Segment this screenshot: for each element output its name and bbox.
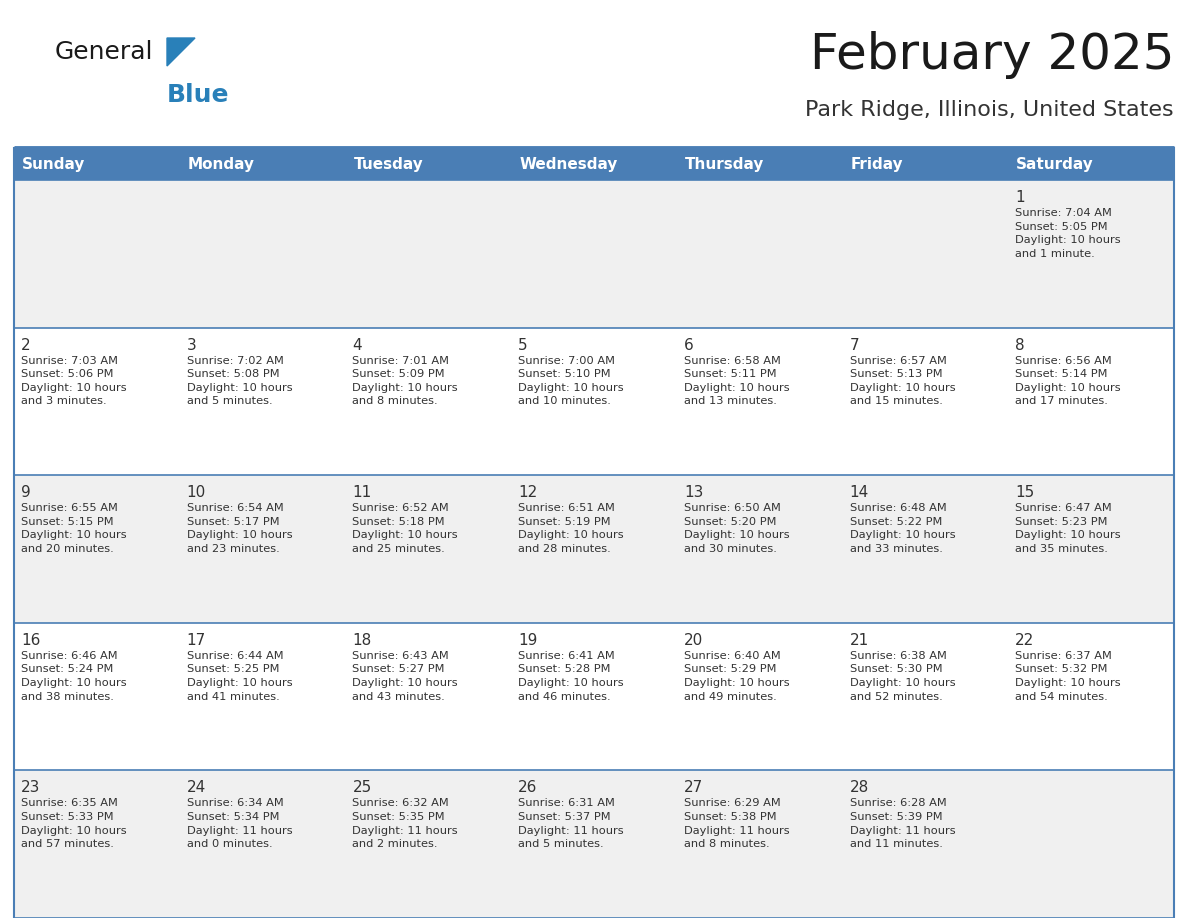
Text: Wednesday: Wednesday <box>519 156 618 172</box>
Text: Sunrise: 6:37 AM
Sunset: 5:32 PM
Daylight: 10 hours
and 54 minutes.: Sunrise: 6:37 AM Sunset: 5:32 PM Dayligh… <box>1016 651 1121 701</box>
Text: Sunrise: 6:54 AM
Sunset: 5:17 PM
Daylight: 10 hours
and 23 minutes.: Sunrise: 6:54 AM Sunset: 5:17 PM Dayligh… <box>187 503 292 554</box>
Text: Sunrise: 6:29 AM
Sunset: 5:38 PM
Daylight: 11 hours
and 8 minutes.: Sunrise: 6:29 AM Sunset: 5:38 PM Dayligh… <box>684 799 790 849</box>
Text: February 2025: February 2025 <box>809 31 1174 79</box>
Text: Tuesday: Tuesday <box>353 156 423 172</box>
Bar <box>1009 148 1174 180</box>
Text: Friday: Friday <box>851 156 903 172</box>
Text: Sunrise: 6:41 AM
Sunset: 5:28 PM
Daylight: 10 hours
and 46 minutes.: Sunrise: 6:41 AM Sunset: 5:28 PM Dayligh… <box>518 651 624 701</box>
Text: Sunrise: 6:31 AM
Sunset: 5:37 PM
Daylight: 11 hours
and 5 minutes.: Sunrise: 6:31 AM Sunset: 5:37 PM Dayligh… <box>518 799 624 849</box>
Text: 3: 3 <box>187 338 196 353</box>
Bar <box>14 770 1174 918</box>
Text: Sunrise: 6:47 AM
Sunset: 5:23 PM
Daylight: 10 hours
and 35 minutes.: Sunrise: 6:47 AM Sunset: 5:23 PM Dayligh… <box>1016 503 1121 554</box>
Text: General: General <box>55 40 153 64</box>
Text: Sunrise: 6:40 AM
Sunset: 5:29 PM
Daylight: 10 hours
and 49 minutes.: Sunrise: 6:40 AM Sunset: 5:29 PM Dayligh… <box>684 651 790 701</box>
Text: 18: 18 <box>353 633 372 648</box>
Bar <box>14 180 1174 328</box>
Text: 7: 7 <box>849 338 859 353</box>
Bar <box>179 148 346 180</box>
Bar <box>14 148 179 180</box>
Text: Sunrise: 7:03 AM
Sunset: 5:06 PM
Daylight: 10 hours
and 3 minutes.: Sunrise: 7:03 AM Sunset: 5:06 PM Dayligh… <box>21 355 127 407</box>
Bar <box>511 148 677 180</box>
Text: Sunrise: 7:01 AM
Sunset: 5:09 PM
Daylight: 10 hours
and 8 minutes.: Sunrise: 7:01 AM Sunset: 5:09 PM Dayligh… <box>353 355 459 407</box>
Text: 2: 2 <box>21 338 31 353</box>
Text: Sunrise: 6:43 AM
Sunset: 5:27 PM
Daylight: 10 hours
and 43 minutes.: Sunrise: 6:43 AM Sunset: 5:27 PM Dayligh… <box>353 651 459 701</box>
Bar <box>842 148 1009 180</box>
Text: 10: 10 <box>187 486 206 500</box>
Bar <box>14 622 1174 770</box>
Text: Sunrise: 6:46 AM
Sunset: 5:24 PM
Daylight: 10 hours
and 38 minutes.: Sunrise: 6:46 AM Sunset: 5:24 PM Dayligh… <box>21 651 127 701</box>
Text: Sunrise: 7:02 AM
Sunset: 5:08 PM
Daylight: 10 hours
and 5 minutes.: Sunrise: 7:02 AM Sunset: 5:08 PM Dayligh… <box>187 355 292 407</box>
Text: Sunrise: 6:57 AM
Sunset: 5:13 PM
Daylight: 10 hours
and 15 minutes.: Sunrise: 6:57 AM Sunset: 5:13 PM Dayligh… <box>849 355 955 407</box>
Text: Sunrise: 6:52 AM
Sunset: 5:18 PM
Daylight: 10 hours
and 25 minutes.: Sunrise: 6:52 AM Sunset: 5:18 PM Dayligh… <box>353 503 459 554</box>
Text: Blue: Blue <box>168 83 229 107</box>
Text: Sunrise: 6:55 AM
Sunset: 5:15 PM
Daylight: 10 hours
and 20 minutes.: Sunrise: 6:55 AM Sunset: 5:15 PM Dayligh… <box>21 503 127 554</box>
Text: 26: 26 <box>518 780 537 795</box>
Text: 21: 21 <box>849 633 868 648</box>
Text: 8: 8 <box>1016 338 1025 353</box>
Text: 28: 28 <box>849 780 868 795</box>
Bar <box>14 328 1174 476</box>
Polygon shape <box>168 38 195 66</box>
Text: 20: 20 <box>684 633 703 648</box>
Text: 16: 16 <box>21 633 40 648</box>
Text: Sunrise: 6:58 AM
Sunset: 5:11 PM
Daylight: 10 hours
and 13 minutes.: Sunrise: 6:58 AM Sunset: 5:11 PM Dayligh… <box>684 355 790 407</box>
Text: 19: 19 <box>518 633 537 648</box>
Text: Sunrise: 6:51 AM
Sunset: 5:19 PM
Daylight: 10 hours
and 28 minutes.: Sunrise: 6:51 AM Sunset: 5:19 PM Dayligh… <box>518 503 624 554</box>
Text: Sunrise: 6:56 AM
Sunset: 5:14 PM
Daylight: 10 hours
and 17 minutes.: Sunrise: 6:56 AM Sunset: 5:14 PM Dayligh… <box>1016 355 1121 407</box>
Text: Sunrise: 6:32 AM
Sunset: 5:35 PM
Daylight: 11 hours
and 2 minutes.: Sunrise: 6:32 AM Sunset: 5:35 PM Dayligh… <box>353 799 459 849</box>
Text: 27: 27 <box>684 780 703 795</box>
Text: Sunrise: 6:38 AM
Sunset: 5:30 PM
Daylight: 10 hours
and 52 minutes.: Sunrise: 6:38 AM Sunset: 5:30 PM Dayligh… <box>849 651 955 701</box>
Text: 5: 5 <box>518 338 527 353</box>
Text: 11: 11 <box>353 486 372 500</box>
Text: Saturday: Saturday <box>1016 156 1094 172</box>
Text: 9: 9 <box>21 486 31 500</box>
Bar <box>677 148 842 180</box>
Text: 22: 22 <box>1016 633 1035 648</box>
Text: 23: 23 <box>21 780 40 795</box>
Text: Monday: Monday <box>188 156 254 172</box>
Text: 14: 14 <box>849 486 868 500</box>
Text: Sunrise: 6:44 AM
Sunset: 5:25 PM
Daylight: 10 hours
and 41 minutes.: Sunrise: 6:44 AM Sunset: 5:25 PM Dayligh… <box>187 651 292 701</box>
Bar <box>14 476 1174 622</box>
Text: Sunrise: 6:48 AM
Sunset: 5:22 PM
Daylight: 10 hours
and 33 minutes.: Sunrise: 6:48 AM Sunset: 5:22 PM Dayligh… <box>849 503 955 554</box>
Text: Sunrise: 7:00 AM
Sunset: 5:10 PM
Daylight: 10 hours
and 10 minutes.: Sunrise: 7:00 AM Sunset: 5:10 PM Dayligh… <box>518 355 624 407</box>
Text: 1: 1 <box>1016 190 1025 205</box>
Text: 17: 17 <box>187 633 206 648</box>
Text: 24: 24 <box>187 780 206 795</box>
Text: 13: 13 <box>684 486 703 500</box>
Text: Thursday: Thursday <box>684 156 764 172</box>
Text: Sunday: Sunday <box>23 156 86 172</box>
Text: Sunrise: 6:34 AM
Sunset: 5:34 PM
Daylight: 11 hours
and 0 minutes.: Sunrise: 6:34 AM Sunset: 5:34 PM Dayligh… <box>187 799 292 849</box>
Text: Sunrise: 6:50 AM
Sunset: 5:20 PM
Daylight: 10 hours
and 30 minutes.: Sunrise: 6:50 AM Sunset: 5:20 PM Dayligh… <box>684 503 790 554</box>
Text: Sunrise: 6:35 AM
Sunset: 5:33 PM
Daylight: 10 hours
and 57 minutes.: Sunrise: 6:35 AM Sunset: 5:33 PM Dayligh… <box>21 799 127 849</box>
Text: 6: 6 <box>684 338 694 353</box>
Text: Park Ridge, Illinois, United States: Park Ridge, Illinois, United States <box>805 100 1174 120</box>
Bar <box>346 148 511 180</box>
Text: 15: 15 <box>1016 486 1035 500</box>
Text: 25: 25 <box>353 780 372 795</box>
Text: 4: 4 <box>353 338 362 353</box>
Text: Sunrise: 6:28 AM
Sunset: 5:39 PM
Daylight: 11 hours
and 11 minutes.: Sunrise: 6:28 AM Sunset: 5:39 PM Dayligh… <box>849 799 955 849</box>
Text: Sunrise: 7:04 AM
Sunset: 5:05 PM
Daylight: 10 hours
and 1 minute.: Sunrise: 7:04 AM Sunset: 5:05 PM Dayligh… <box>1016 208 1121 259</box>
Text: 12: 12 <box>518 486 537 500</box>
